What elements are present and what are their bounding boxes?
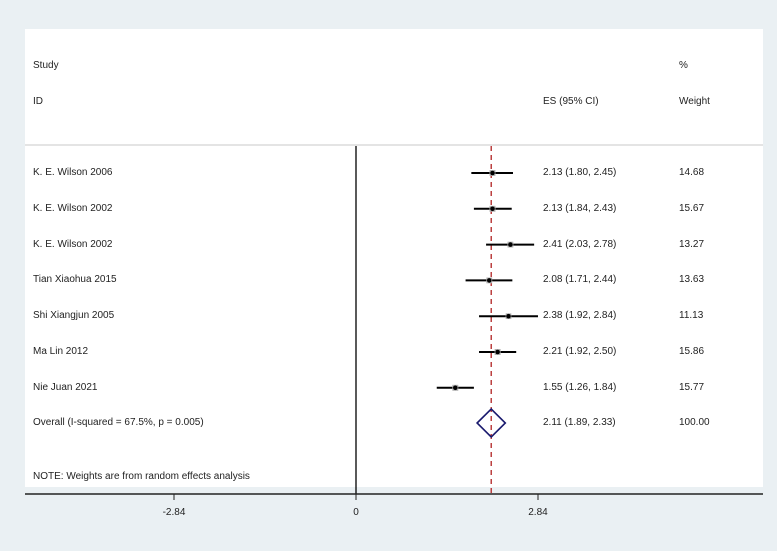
overall-diamond (475, 407, 507, 439)
axis-tick-label: 2.84 (528, 507, 548, 518)
study-weight: 13.27 (679, 239, 705, 250)
point-estimate (486, 278, 492, 283)
study-name: K. E. Wilson 2002 (33, 239, 113, 250)
study-name: K. E. Wilson 2006 (33, 167, 113, 178)
point-estimate (508, 242, 513, 247)
study-es-ci: 1.55 (1.26, 1.84) (543, 382, 617, 393)
axis-tick-label: 0 (353, 507, 359, 518)
study-weight: 11.13 (679, 310, 704, 321)
study-weight: 15.86 (679, 346, 705, 357)
study-weight: 15.67 (679, 203, 705, 214)
study-name: Nie Juan 2021 (33, 382, 98, 393)
axis-tick-label: -2.84 (162, 507, 186, 518)
study-name: Tian Xiaohua 2015 (33, 274, 117, 285)
point-estimate (495, 349, 500, 355)
point-estimate (453, 385, 458, 391)
study-name: Ma Lin 2012 (33, 346, 89, 357)
plot-area (25, 29, 763, 487)
overall-es-ci: 2.11 (1.89, 2.33) (543, 417, 616, 428)
study-es-ci: 2.38 (1.92, 2.84) (543, 310, 617, 321)
study-name: K. E. Wilson 2002 (33, 203, 113, 214)
point-estimate (490, 206, 495, 212)
study-weight: 14.68 (679, 167, 705, 178)
study-weight: 15.77 (679, 382, 705, 393)
overall-weight: 100.00 (679, 417, 710, 428)
header-percent: % (679, 60, 688, 71)
footnote: NOTE: Weights are from random effects an… (33, 471, 250, 482)
study-weight: 13.63 (679, 274, 705, 285)
header-id: ID (33, 96, 43, 107)
study-es-ci: 2.13 (1.84, 2.43) (543, 203, 617, 214)
study-es-ci: 2.21 (1.92, 2.50) (543, 346, 617, 357)
study-es-ci: 2.41 (2.03, 2.78) (543, 239, 617, 250)
overall-label: Overall (I-squared = 67.5%, p = 0.005) (33, 417, 204, 428)
study-es-ci: 2.13 (1.80, 2.45) (543, 167, 617, 178)
header-weight: Weight (679, 96, 710, 107)
header-study: Study (33, 60, 59, 71)
point-estimate (506, 313, 511, 319)
study-es-ci: 2.08 (1.71, 2.44) (543, 274, 617, 285)
study-name: Shi Xiangjun 2005 (33, 310, 115, 321)
header-es-ci: ES (95% CI) (543, 96, 599, 107)
point-estimate (490, 170, 495, 176)
